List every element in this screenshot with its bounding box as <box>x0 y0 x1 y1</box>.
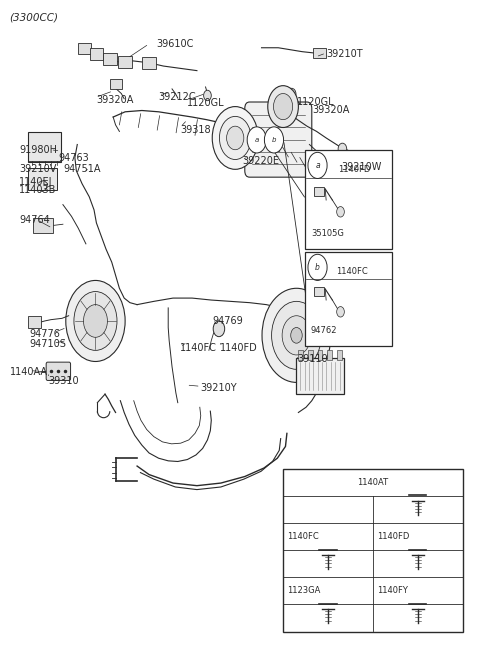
Text: 91980H: 91980H <box>19 145 57 155</box>
Text: 94763: 94763 <box>59 153 89 162</box>
FancyBboxPatch shape <box>327 350 332 360</box>
Text: 39210Y: 39210Y <box>201 383 238 392</box>
FancyBboxPatch shape <box>314 287 324 296</box>
Text: 94776: 94776 <box>29 329 60 339</box>
Text: 11403B: 11403B <box>19 185 56 195</box>
Text: 39210W: 39210W <box>341 162 382 172</box>
Text: 39610C: 39610C <box>156 39 193 49</box>
Text: b: b <box>272 137 276 143</box>
Text: 39220E: 39220E <box>242 157 279 166</box>
Text: 1140FC: 1140FC <box>287 533 319 542</box>
Text: 39310: 39310 <box>48 376 79 386</box>
FancyBboxPatch shape <box>314 187 324 196</box>
Text: 1120GL: 1120GL <box>187 98 225 108</box>
Circle shape <box>308 254 327 280</box>
FancyBboxPatch shape <box>78 43 91 54</box>
Text: 1140FC: 1140FC <box>180 343 217 354</box>
Circle shape <box>227 126 244 150</box>
Text: 39320A: 39320A <box>312 105 349 115</box>
Circle shape <box>308 153 327 178</box>
Text: 1140FD: 1140FD <box>377 533 409 542</box>
Circle shape <box>272 301 322 369</box>
Circle shape <box>288 88 296 100</box>
Text: 39210V: 39210V <box>19 164 56 174</box>
Circle shape <box>355 157 364 169</box>
Text: 94751A: 94751A <box>63 164 100 174</box>
FancyBboxPatch shape <box>298 350 303 360</box>
FancyBboxPatch shape <box>305 252 392 346</box>
FancyBboxPatch shape <box>119 56 132 68</box>
Circle shape <box>213 321 225 337</box>
Circle shape <box>219 117 251 160</box>
Text: 94764: 94764 <box>19 215 49 225</box>
Text: 94762: 94762 <box>311 326 337 335</box>
Text: b: b <box>315 263 320 272</box>
FancyBboxPatch shape <box>103 53 117 65</box>
Circle shape <box>282 316 311 355</box>
Text: 1140AA: 1140AA <box>10 367 48 377</box>
Text: 1123GA: 1123GA <box>287 586 320 595</box>
Text: 1140FY: 1140FY <box>377 586 408 595</box>
FancyBboxPatch shape <box>296 358 344 394</box>
FancyBboxPatch shape <box>305 150 392 249</box>
Text: 94710S: 94710S <box>29 339 66 350</box>
Text: 1140FD: 1140FD <box>220 343 258 354</box>
Circle shape <box>212 107 258 170</box>
Text: 94769: 94769 <box>213 316 243 326</box>
Text: a: a <box>254 137 259 143</box>
Text: 39318: 39318 <box>180 125 211 135</box>
Text: 1120GL: 1120GL <box>297 97 334 107</box>
Text: a: a <box>315 161 320 170</box>
FancyBboxPatch shape <box>110 79 122 89</box>
Circle shape <box>268 86 299 128</box>
Circle shape <box>264 127 284 153</box>
Text: 1140FC: 1140FC <box>336 267 368 276</box>
Text: 1140AT: 1140AT <box>357 478 388 487</box>
Circle shape <box>262 288 331 383</box>
FancyBboxPatch shape <box>308 350 312 360</box>
Text: 1140FD: 1140FD <box>337 165 370 174</box>
Circle shape <box>291 328 302 343</box>
Circle shape <box>338 143 347 155</box>
Circle shape <box>247 127 266 153</box>
Text: 35105G: 35105G <box>311 229 344 238</box>
Circle shape <box>204 90 211 101</box>
Text: 1140EJ: 1140EJ <box>19 177 52 187</box>
FancyBboxPatch shape <box>33 217 53 233</box>
Text: 39210T: 39210T <box>326 49 363 60</box>
FancyBboxPatch shape <box>143 57 156 69</box>
Circle shape <box>84 305 108 337</box>
FancyBboxPatch shape <box>283 469 463 632</box>
Circle shape <box>336 206 344 217</box>
Text: (3300CC): (3300CC) <box>9 12 58 22</box>
FancyBboxPatch shape <box>245 102 312 177</box>
FancyBboxPatch shape <box>46 362 71 381</box>
FancyBboxPatch shape <box>337 350 342 360</box>
Text: 39320A: 39320A <box>96 95 134 105</box>
Circle shape <box>336 307 344 317</box>
FancyBboxPatch shape <box>28 132 61 162</box>
Text: 39212C: 39212C <box>158 92 196 102</box>
FancyBboxPatch shape <box>313 48 325 58</box>
Circle shape <box>74 291 117 350</box>
FancyBboxPatch shape <box>90 48 103 60</box>
FancyBboxPatch shape <box>28 168 57 190</box>
Text: 39110: 39110 <box>298 354 328 364</box>
Circle shape <box>274 94 293 120</box>
Circle shape <box>66 280 125 362</box>
FancyBboxPatch shape <box>28 316 41 328</box>
FancyBboxPatch shape <box>318 350 323 360</box>
